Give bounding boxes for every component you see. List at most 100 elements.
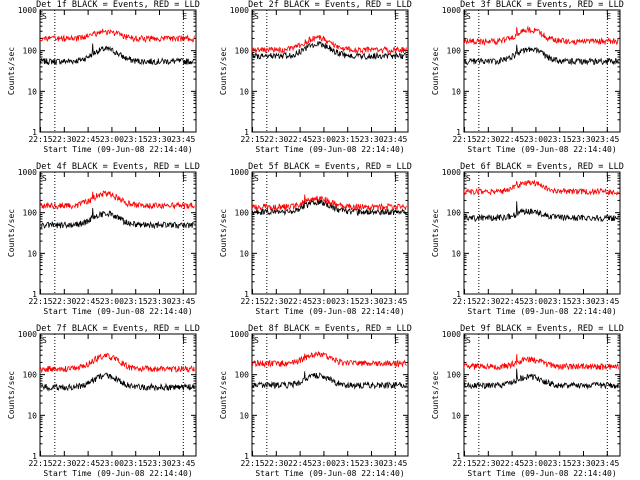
plot-frame xyxy=(39,333,197,457)
end-marker-label: E xyxy=(182,336,187,345)
x-tick-label: 23:15 xyxy=(336,297,360,306)
lld-series-line xyxy=(252,194,407,212)
detector-panel-1: Det 1f BLACK = Events, RED = LLD 1 10 100 10… xyxy=(7,0,200,154)
x-tick-label: 22:15 xyxy=(240,135,264,144)
y-tick-label: 100 xyxy=(23,47,38,56)
x-tick-label: 23:15 xyxy=(548,135,572,144)
x-axis-label: Start Time (09-Jun-08 22:14:40) xyxy=(467,307,616,316)
y-axis-label: Counts/sec xyxy=(219,47,228,95)
y-tick-label: 1 xyxy=(244,128,249,137)
start-marker-label: S xyxy=(466,12,471,21)
detector-panel-9: Det 9f BLACK = Events, RED = LLD 1 10 100 10… xyxy=(431,324,624,478)
y-tick-label: 10 xyxy=(451,249,461,258)
lld-series-line xyxy=(464,179,619,196)
x-tick-label: 23:30 xyxy=(571,459,595,468)
x-tick-label: 22:45 xyxy=(288,459,312,468)
lld-series-line xyxy=(40,352,195,374)
x-axis-label: Start Time (09-Jun-08 22:14:40) xyxy=(43,307,192,316)
end-marker-label: E xyxy=(394,12,399,21)
x-tick-label: 23:15 xyxy=(124,297,148,306)
x-tick-label: 23:45 xyxy=(595,135,619,144)
plot-frame xyxy=(463,333,621,457)
y-tick-label: 100 xyxy=(447,371,462,380)
start-marker-label: S xyxy=(42,12,47,21)
y-tick-label: 100 xyxy=(23,371,38,380)
x-tick-label: 23:00 xyxy=(524,135,548,144)
x-tick-label: 23:00 xyxy=(312,459,336,468)
events-series-line xyxy=(464,201,619,223)
x-tick-label: 23:00 xyxy=(524,459,548,468)
x-tick-label: 23:15 xyxy=(336,459,360,468)
detector-panel-5: Det 5f BLACK = Events, RED = LLD 1 10 100 10… xyxy=(219,162,412,316)
x-tick-label: 23:30 xyxy=(359,297,383,306)
x-tick-label: 22:30 xyxy=(476,297,500,306)
x-tick-label: 22:15 xyxy=(28,135,52,144)
x-tick-label: 22:45 xyxy=(76,297,100,306)
x-axis-label: Start Time (09-Jun-08 22:14:40) xyxy=(43,469,192,478)
x-tick-label: 22:30 xyxy=(476,459,500,468)
end-marker-label: E xyxy=(606,174,611,183)
x-tick-label: 22:30 xyxy=(52,135,76,144)
lld-series-line xyxy=(252,34,407,55)
panel-title: Det 7f BLACK = Events, RED = LLD xyxy=(36,324,200,334)
x-tick-label: 23:45 xyxy=(595,297,619,306)
lld-series-line xyxy=(40,28,195,43)
y-tick-label: 1000 xyxy=(230,330,249,339)
y-tick-label: 10 xyxy=(239,87,249,96)
end-marker-label: E xyxy=(394,336,399,345)
y-tick-label: 1000 xyxy=(442,168,461,177)
events-series-line xyxy=(40,372,195,392)
events-series-line xyxy=(464,368,619,390)
y-tick-label: 100 xyxy=(235,209,250,218)
detector-panel-8: Det 8f BLACK = Events, RED = LLD 1 10 100 10… xyxy=(219,324,412,478)
panel-title: Det 2f BLACK = Events, RED = LLD xyxy=(248,0,412,10)
x-tick-label: 23:30 xyxy=(359,135,383,144)
panel-title: Det 5f BLACK = Events, RED = LLD xyxy=(248,162,412,172)
x-tick-label: 22:30 xyxy=(476,135,500,144)
y-tick-label: 1 xyxy=(32,452,37,461)
x-tick-label: 23:30 xyxy=(147,297,171,306)
x-tick-label: 23:00 xyxy=(524,297,548,306)
detector-panel-3: Det 3f BLACK = Events, RED = LLD 1 10 100 10… xyxy=(431,0,624,154)
x-tick-label: 22:45 xyxy=(288,135,312,144)
y-tick-label: 1000 xyxy=(442,6,461,15)
lld-series-line xyxy=(252,350,407,369)
plot-frame xyxy=(39,9,197,133)
lld-series-line xyxy=(40,190,195,210)
x-tick-label: 22:15 xyxy=(28,459,52,468)
x-tick-label: 23:45 xyxy=(171,297,195,306)
x-tick-label: 23:00 xyxy=(312,297,336,306)
detector-panel-2: Det 2f BLACK = Events, RED = LLD 1 10 100 10… xyxy=(219,0,412,154)
end-marker-label: E xyxy=(394,174,399,183)
y-axis-label: Counts/sec xyxy=(7,371,16,419)
y-tick-label: 1000 xyxy=(230,6,249,15)
x-tick-label: 22:15 xyxy=(452,297,476,306)
y-tick-label: 1 xyxy=(244,452,249,461)
y-tick-label: 1 xyxy=(32,290,37,299)
y-tick-label: 1 xyxy=(456,452,461,461)
panel-title: Det 4f BLACK = Events, RED = LLD xyxy=(36,162,200,172)
panel-title: Det 6f BLACK = Events, RED = LLD xyxy=(460,162,624,172)
x-tick-label: 23:30 xyxy=(147,135,171,144)
x-tick-label: 22:15 xyxy=(28,297,52,306)
panel-title: Det 9f BLACK = Events, RED = LLD xyxy=(460,324,624,334)
y-axis-label: Counts/sec xyxy=(431,209,440,257)
y-axis-label: Counts/sec xyxy=(7,209,16,257)
start-marker-label: S xyxy=(42,336,47,345)
x-tick-label: 23:00 xyxy=(100,459,124,468)
plot-frame xyxy=(39,171,197,295)
y-tick-label: 10 xyxy=(27,87,37,96)
y-tick-label: 1000 xyxy=(18,330,37,339)
x-tick-label: 22:15 xyxy=(240,459,264,468)
y-tick-label: 10 xyxy=(451,411,461,420)
detector-panel-7: Det 7f BLACK = Events, RED = LLD 1 10 100 10… xyxy=(7,324,200,478)
plot-frame xyxy=(463,9,621,133)
x-tick-label: 23:30 xyxy=(571,135,595,144)
x-axis-label: Start Time (09-Jun-08 22:14:40) xyxy=(43,145,192,154)
x-axis-label: Start Time (09-Jun-08 22:14:40) xyxy=(255,145,404,154)
x-tick-label: 23:15 xyxy=(336,135,360,144)
y-axis-label: Counts/sec xyxy=(219,371,228,419)
y-axis-label: Counts/sec xyxy=(431,47,440,95)
y-tick-label: 1000 xyxy=(230,168,249,177)
x-tick-label: 23:15 xyxy=(548,297,572,306)
